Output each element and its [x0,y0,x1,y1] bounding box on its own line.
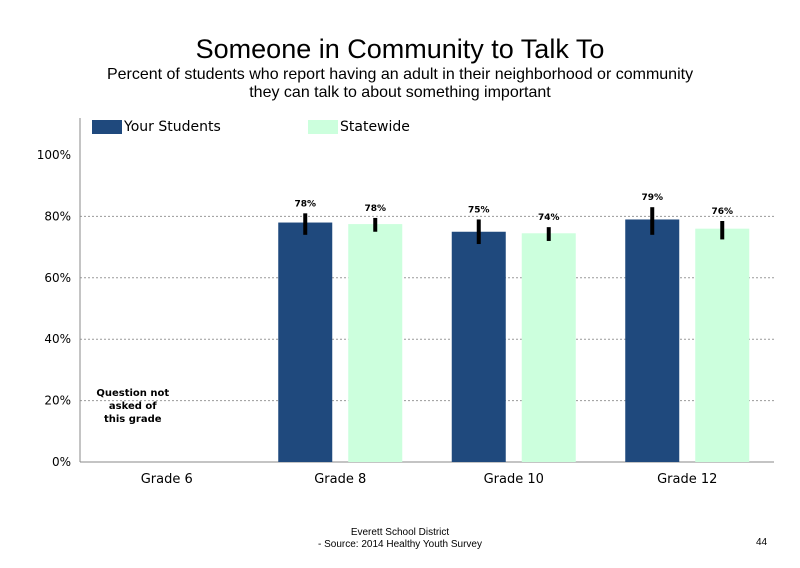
chart-subtitle: Percent of students who report having an… [106,66,694,101]
x-tick-label: Grade 10 [484,472,544,487]
y-tick-label: 80% [44,209,71,223]
data-label: 75% [468,205,490,215]
x-tick-label: Grade 6 [141,472,193,487]
y-tick-label: 20% [44,394,71,408]
y-tick-label: 100% [37,148,71,162]
legend-swatch-your-students [92,120,122,134]
chart-title: Someone in Community to Talk To [195,34,605,64]
footer: Everett School District - Source: 2014 H… [250,527,550,551]
footer-district: Everett School District [350,527,450,538]
y-tick-label: 60% [44,271,71,285]
legend-statewide: Statewide [308,118,410,136]
annotation-text: this grade [104,414,162,425]
legend-label-statewide: Statewide [340,119,410,135]
bar-your-students [625,219,680,462]
page-number: 44 [756,537,768,548]
y-tick-label: 40% [44,332,71,346]
bar-statewide [695,228,750,462]
data-label: 78% [294,199,316,209]
footer-source: - Source: 2014 Healthy Youth Survey [318,539,482,550]
data-label: 76% [711,207,733,217]
legend-swatch-statewide [308,120,338,134]
annotation-text: Question not [96,388,169,399]
data-label: 74% [538,213,560,223]
x-tick-label: Grade 12 [657,472,717,487]
bar-your-students [451,231,506,462]
data-label: 79% [641,193,663,203]
legend-label-your-students: Your Students [124,119,221,135]
data-label: 78% [364,204,386,214]
x-tick-label: Grade 8 [314,472,366,487]
bar-your-students [278,222,333,462]
y-tick-label: 0% [52,455,71,469]
annotation-text: asked of [109,401,157,412]
legend-your-students: Your Students [92,118,221,136]
bar-statewide [348,224,403,462]
bar-statewide [521,233,576,462]
